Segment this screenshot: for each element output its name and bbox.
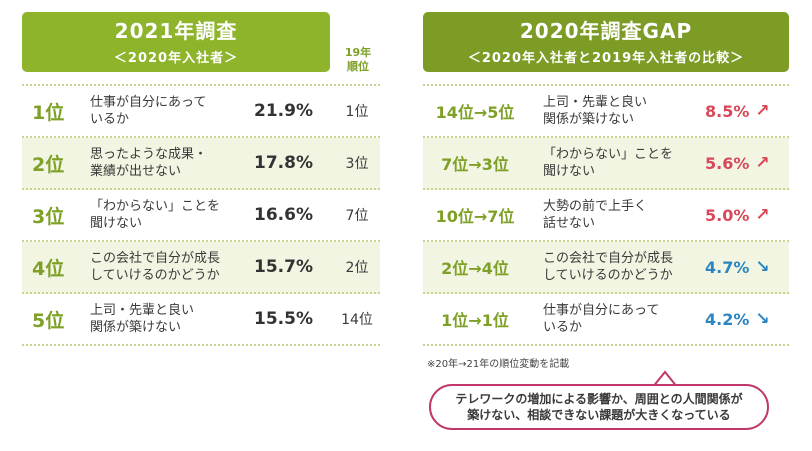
table-row: 4位 この会社で自分が成長 していけるのかどうか 15.7% 2位 xyxy=(22,242,380,294)
gap-value: 4.2% ↘ xyxy=(705,309,770,329)
percentage: 17.8% xyxy=(254,153,313,173)
percentage: 15.5% xyxy=(254,309,313,329)
issue-text: 仕事が自分にあって いるか xyxy=(543,303,660,335)
trend-up-icon: ↗ xyxy=(755,153,770,173)
percentage: 16.6% xyxy=(254,205,313,225)
survey-2021-table: 1位 仕事が自分にあって いるか 21.9% 1位 2位 思ったような成果・ 業績が… xyxy=(22,84,380,346)
table-row: 7位→3位 「わからない」ことを 聞けない 5.6% ↗ xyxy=(423,138,789,190)
table-row: 1位→1位 仕事が自分にあって いるか 4.2% ↘ xyxy=(423,294,789,346)
table-row: 1位 仕事が自分にあって いるか 21.9% 1位 xyxy=(22,86,380,138)
callout-line2: 築けない、相談できない課題が大きくなっている xyxy=(467,408,731,422)
rank-change: 1位→1位 xyxy=(441,311,509,330)
gap-value: 8.5% ↗ xyxy=(705,101,770,121)
gap-value: 5.6% ↗ xyxy=(705,153,770,173)
footnote: ※20年→21年の順位変動を記載 xyxy=(427,359,570,370)
issue-text: 仕事が自分にあって いるか xyxy=(90,95,207,127)
survey-2020-gap-title: 2020年調査GAP xyxy=(519,19,693,43)
rank-label: 5位 xyxy=(32,309,65,332)
prev-rank: 1位 xyxy=(345,104,369,120)
table-row: 2位 思ったような成果・ 業績が出せない 17.8% 3位 xyxy=(22,138,380,190)
rank-change: 10位→7位 xyxy=(435,207,515,226)
survey-2020-gap-subtitle: ＜2020年入社者と2019年入社者の比較＞ xyxy=(467,51,745,66)
callout-bubble: テレワークの増加による影響か、周囲との人間関係が 築けない、相談できない課題が大… xyxy=(429,384,769,430)
issue-text: この会社で自分が成長 していけるのかどうか xyxy=(543,251,674,283)
table-row: 10位→7位 大勢の前で上手く 話せない 5.0% ↗ xyxy=(423,190,789,242)
rank-label: 3位 xyxy=(32,205,65,228)
issue-text: この会社で自分が成長 していけるのかどうか xyxy=(90,251,221,283)
trend-up-icon: ↗ xyxy=(755,101,770,121)
prev-rank: 7位 xyxy=(345,208,369,224)
rank-label: 1位 xyxy=(32,101,65,124)
trend-down-icon: ↘ xyxy=(755,309,770,329)
rank-change: 2位→4位 xyxy=(441,259,509,278)
callout-line1: テレワークの増加による影響か、周囲との人間関係が xyxy=(455,392,743,406)
rank-change: 14位→5位 xyxy=(435,103,515,122)
rank-label: 4位 xyxy=(32,257,65,280)
trend-up-icon: ↗ xyxy=(755,205,770,225)
table-row: 2位→4位 この会社で自分が成長 していけるのかどうか 4.7% ↘ xyxy=(423,242,789,294)
survey-2021-subtitle: ＜2020年入社者＞ xyxy=(113,51,239,66)
survey-2020-gap-header: 2020年調査GAP ＜2020年入社者と2019年入社者の比較＞ xyxy=(423,12,789,72)
prev-rank-header: 19年 順位 xyxy=(344,46,372,73)
percentage: 21.9% xyxy=(254,101,313,121)
issue-text: 大勢の前で上手く 話せない xyxy=(543,199,648,231)
gap-value: 5.0% ↗ xyxy=(705,205,770,225)
issue-text: 「わからない」ことを 聞けない xyxy=(90,199,221,231)
prev-rank: 3位 xyxy=(345,156,369,172)
prev-rank: 14位 xyxy=(341,312,373,328)
issue-text: 上司・先輩と良い 関係が築けない xyxy=(90,303,195,335)
trend-down-icon: ↘ xyxy=(755,257,770,277)
table-row: 5位 上司・先輩と良い 関係が築けない 15.5% 14位 xyxy=(22,294,380,346)
survey-2020-gap-table: 14位→5位 上司・先輩と良い 関係が築けない 8.5% ↗ 7位→3位 「わからな… xyxy=(423,84,789,346)
issue-text: 上司・先輩と良い 関係が築けない xyxy=(543,95,648,127)
table-row: 3位 「わからない」ことを 聞けない 16.6% 7位 xyxy=(22,190,380,242)
issue-text: 思ったような成果・ 業績が出せない xyxy=(90,147,208,179)
rank-label: 2位 xyxy=(32,153,65,176)
table-row: 14位→5位 上司・先輩と良い 関係が築けない 8.5% ↗ xyxy=(423,86,789,138)
survey-2021-header: 2021年調査 ＜2020年入社者＞ xyxy=(22,12,330,72)
survey-2021-title: 2021年調査 xyxy=(114,19,238,43)
prev-rank: 2位 xyxy=(345,260,369,276)
gap-value: 4.7% ↘ xyxy=(705,257,770,277)
issue-text: 「わからない」ことを 聞けない xyxy=(543,147,674,179)
rank-change: 7位→3位 xyxy=(441,155,509,174)
percentage: 15.7% xyxy=(254,257,313,277)
